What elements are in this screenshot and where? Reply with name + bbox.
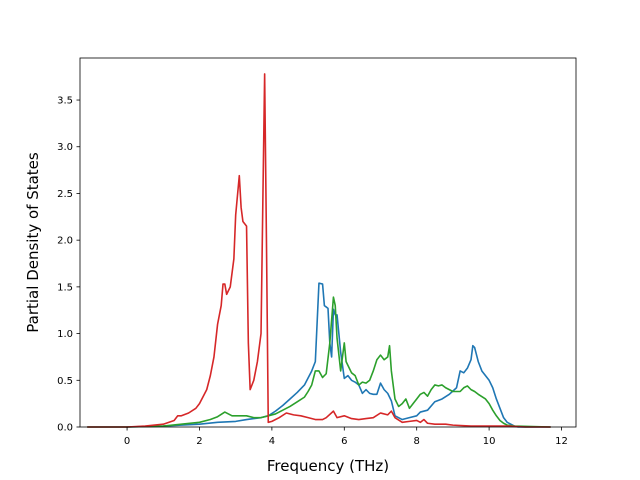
x-tick-label: 4	[269, 436, 275, 447]
x-tick-label: 8	[414, 436, 420, 447]
y-axis-title: Partial Density of States	[24, 152, 42, 333]
x-tick-label: 10	[483, 436, 496, 447]
x-axis-title: Frequency (THz)	[267, 457, 389, 475]
x-axis: 0 2 4 6 8 10 12	[124, 427, 568, 447]
y-tick-label: 2.0	[57, 236, 73, 247]
plot-lines	[87, 73, 551, 428]
x-tick-label: 2	[196, 436, 202, 447]
x-tick-label: 12	[555, 436, 568, 447]
y-tick-label: 3.5	[57, 96, 73, 107]
series-line-2	[87, 296, 551, 428]
y-axis: 0.0 0.5 1.0 1.5 2.0 2.5 3.0 3.5	[57, 96, 80, 434]
y-tick-label: 1.5	[57, 282, 73, 293]
plot-frame	[79, 57, 577, 428]
y-tick-label: 3.0	[57, 142, 73, 153]
x-tick-label: 6	[341, 436, 347, 447]
x-tick-label: 0	[124, 436, 130, 447]
y-tick-label: 1.0	[57, 329, 73, 340]
y-tick-label: 0.0	[57, 423, 73, 434]
series-line-1	[87, 282, 551, 428]
y-tick-label: 0.5	[57, 376, 73, 387]
series-line-3	[87, 73, 551, 428]
y-tick-label: 2.5	[57, 189, 73, 200]
